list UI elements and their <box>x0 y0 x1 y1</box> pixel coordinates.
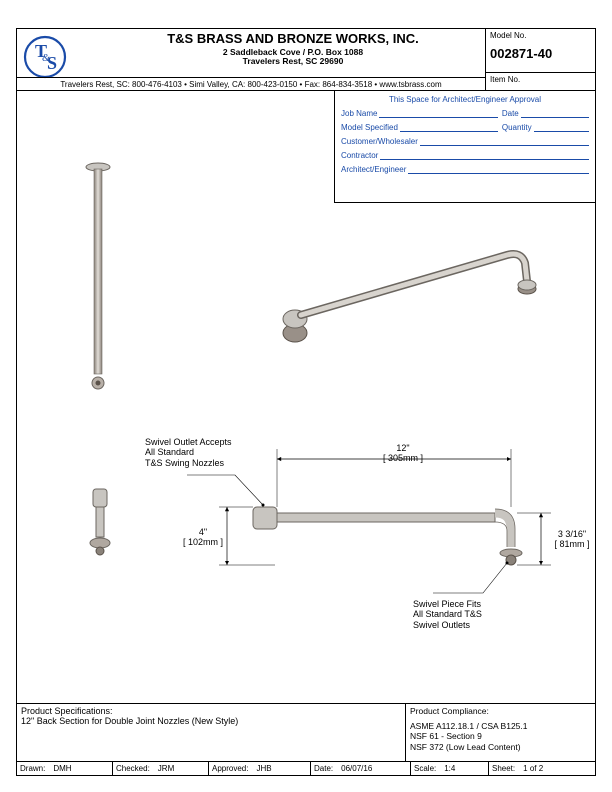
header: T & S T&S BRASS AND BRONZE WORKS, INC. 2… <box>17 29 595 91</box>
item-no-label: Item No. <box>486 73 595 86</box>
svg-text:S: S <box>47 53 57 73</box>
part-iso-view <box>275 241 545 361</box>
company-name: T&S BRASS AND BRONZE WORKS, INC. <box>113 31 473 46</box>
note-piece: Swivel Piece FitsAll Standard T&SSwivel … <box>413 599 482 630</box>
model-no-label: Model No. <box>490 31 591 40</box>
dim-12: 12"[ 305mm ] <box>373 443 433 464</box>
spec-left: Product Specifications: 12" Back Section… <box>17 704 405 761</box>
part-front-view <box>83 161 113 391</box>
company-address: 2 Saddleback Cove / P.O. Box 1088 Travel… <box>113 48 473 67</box>
spec-right: Product Compliance: ASME A112.18.1 / CSA… <box>405 704 595 761</box>
title-block: Drawn:DMH Checked:JRM Approved:JHB Date:… <box>17 761 595 775</box>
dim-3: 3 3/16"[ 81mm ] <box>547 529 597 550</box>
note-outlet: Swivel Outlet AcceptsAll StandardT&S Swi… <box>145 437 232 468</box>
dim-4: 4"[ 102mm ] <box>175 527 231 548</box>
ts-logo: T & S <box>23 35 67 79</box>
drawing-area: 12"[ 305mm ] 4"[ 102mm ] 3 3/16"[ 81mm ]… <box>17 91 595 711</box>
model-item-box: Model No. 002871-40 Item No. <box>485 29 595 91</box>
drawing-frame: T & S T&S BRASS AND BRONZE WORKS, INC. 2… <box>16 28 596 776</box>
part-plan-small <box>85 487 115 559</box>
spec-row: Product Specifications: 12" Back Section… <box>17 703 595 761</box>
model-no-value: 002871-40 <box>490 46 591 61</box>
contact-info: Travelers Rest, SC: 800-476-4103 • Simi … <box>17 77 485 89</box>
